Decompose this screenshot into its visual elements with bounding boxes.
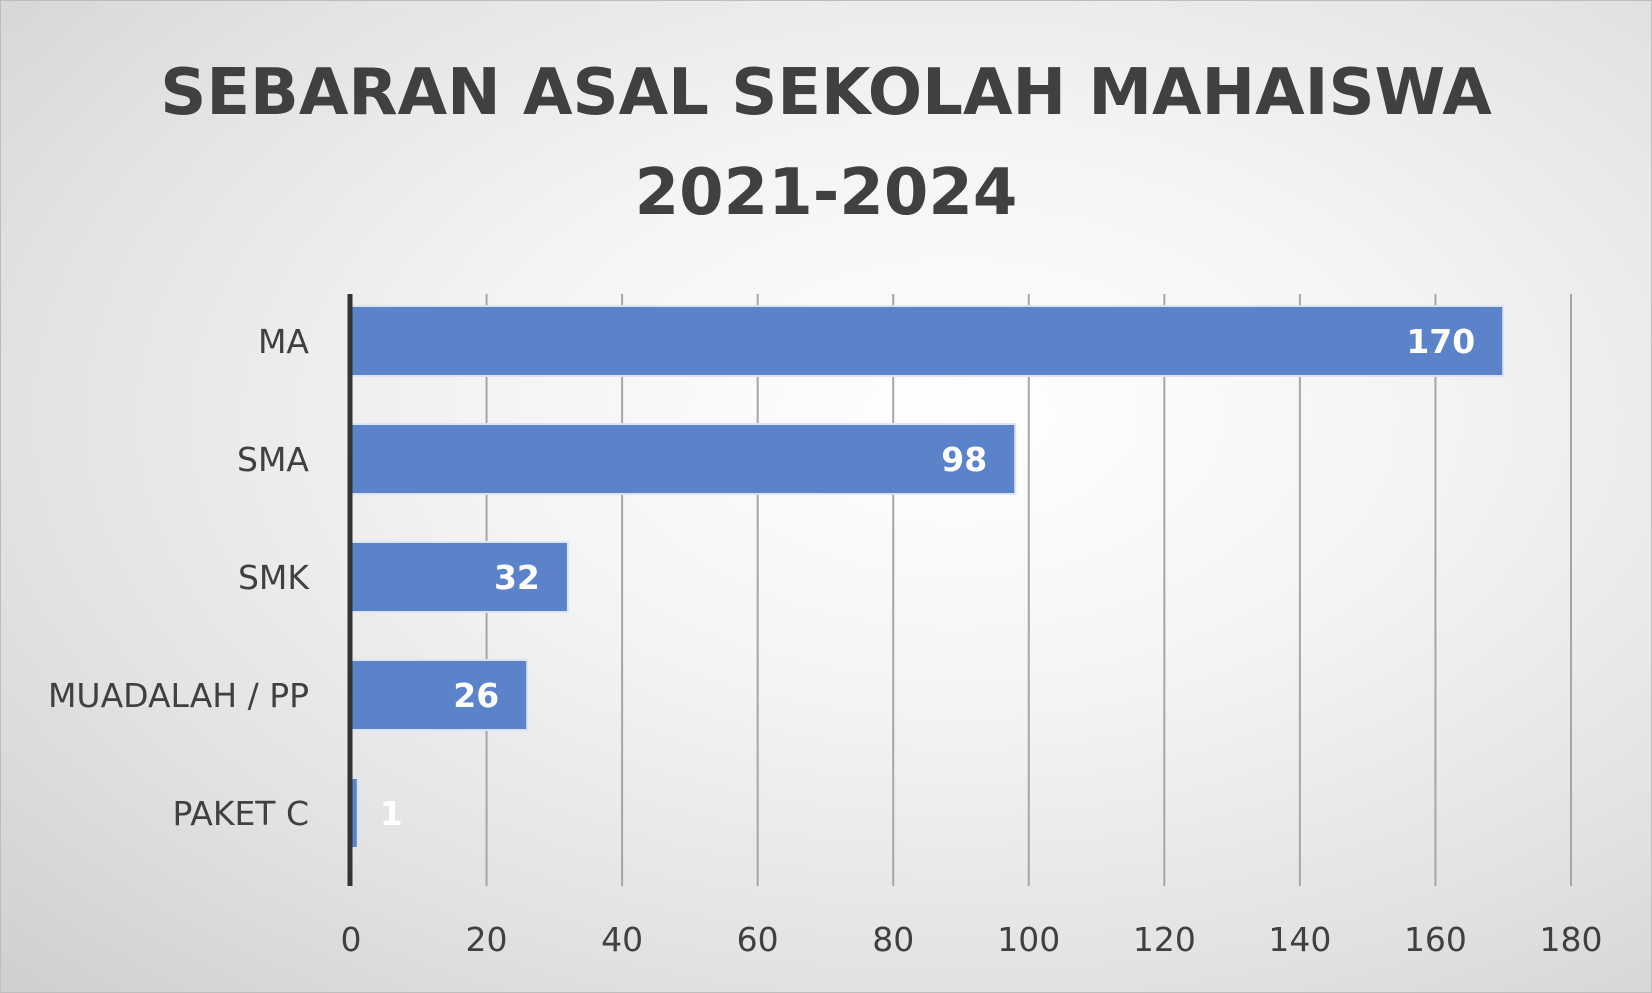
data-label: 170: [1406, 322, 1475, 361]
category-label: PAKET C: [172, 794, 309, 833]
labels: 0 20 40 60 80 100 120 140 160 180 MA 170 SMA 98 SMK 32 M…: [48, 322, 1603, 959]
chart-title: SEBARAN ASAL SEKOLAH MAHAISWA 2021-2024: [1, 43, 1651, 243]
category-label: MUADALAH / PP: [48, 676, 309, 715]
bar: [350, 541, 569, 613]
bars: [350, 305, 1505, 849]
category-label: SMA: [237, 440, 309, 479]
x-tick-label: 180: [1540, 920, 1603, 959]
x-tick-label: 160: [1404, 920, 1467, 959]
bar: [350, 423, 1017, 495]
x-tick-label: 20: [466, 920, 508, 959]
bar: [350, 305, 1505, 377]
x-tick-label: 40: [601, 920, 643, 959]
x-tick-label: 80: [872, 920, 914, 959]
bar: [350, 659, 529, 731]
x-tick-label: 60: [737, 920, 779, 959]
category-label: MA: [258, 322, 309, 361]
data-label: 1: [380, 794, 403, 833]
gridlines: [485, 294, 1572, 886]
chart-title-line-1: SEBARAN ASAL SEKOLAH MAHAISWA: [160, 56, 1492, 130]
x-tick-label: 100: [997, 920, 1060, 959]
x-tick-label: 120: [1133, 920, 1196, 959]
x-tick-label: 140: [1268, 920, 1331, 959]
data-label: 98: [941, 440, 987, 479]
chart-title-line-2: 2021-2024: [634, 156, 1018, 230]
x-tick-label: 0: [341, 920, 362, 959]
category-label: SMK: [238, 558, 310, 597]
data-label: 32: [494, 558, 540, 597]
data-label: 26: [453, 676, 499, 715]
